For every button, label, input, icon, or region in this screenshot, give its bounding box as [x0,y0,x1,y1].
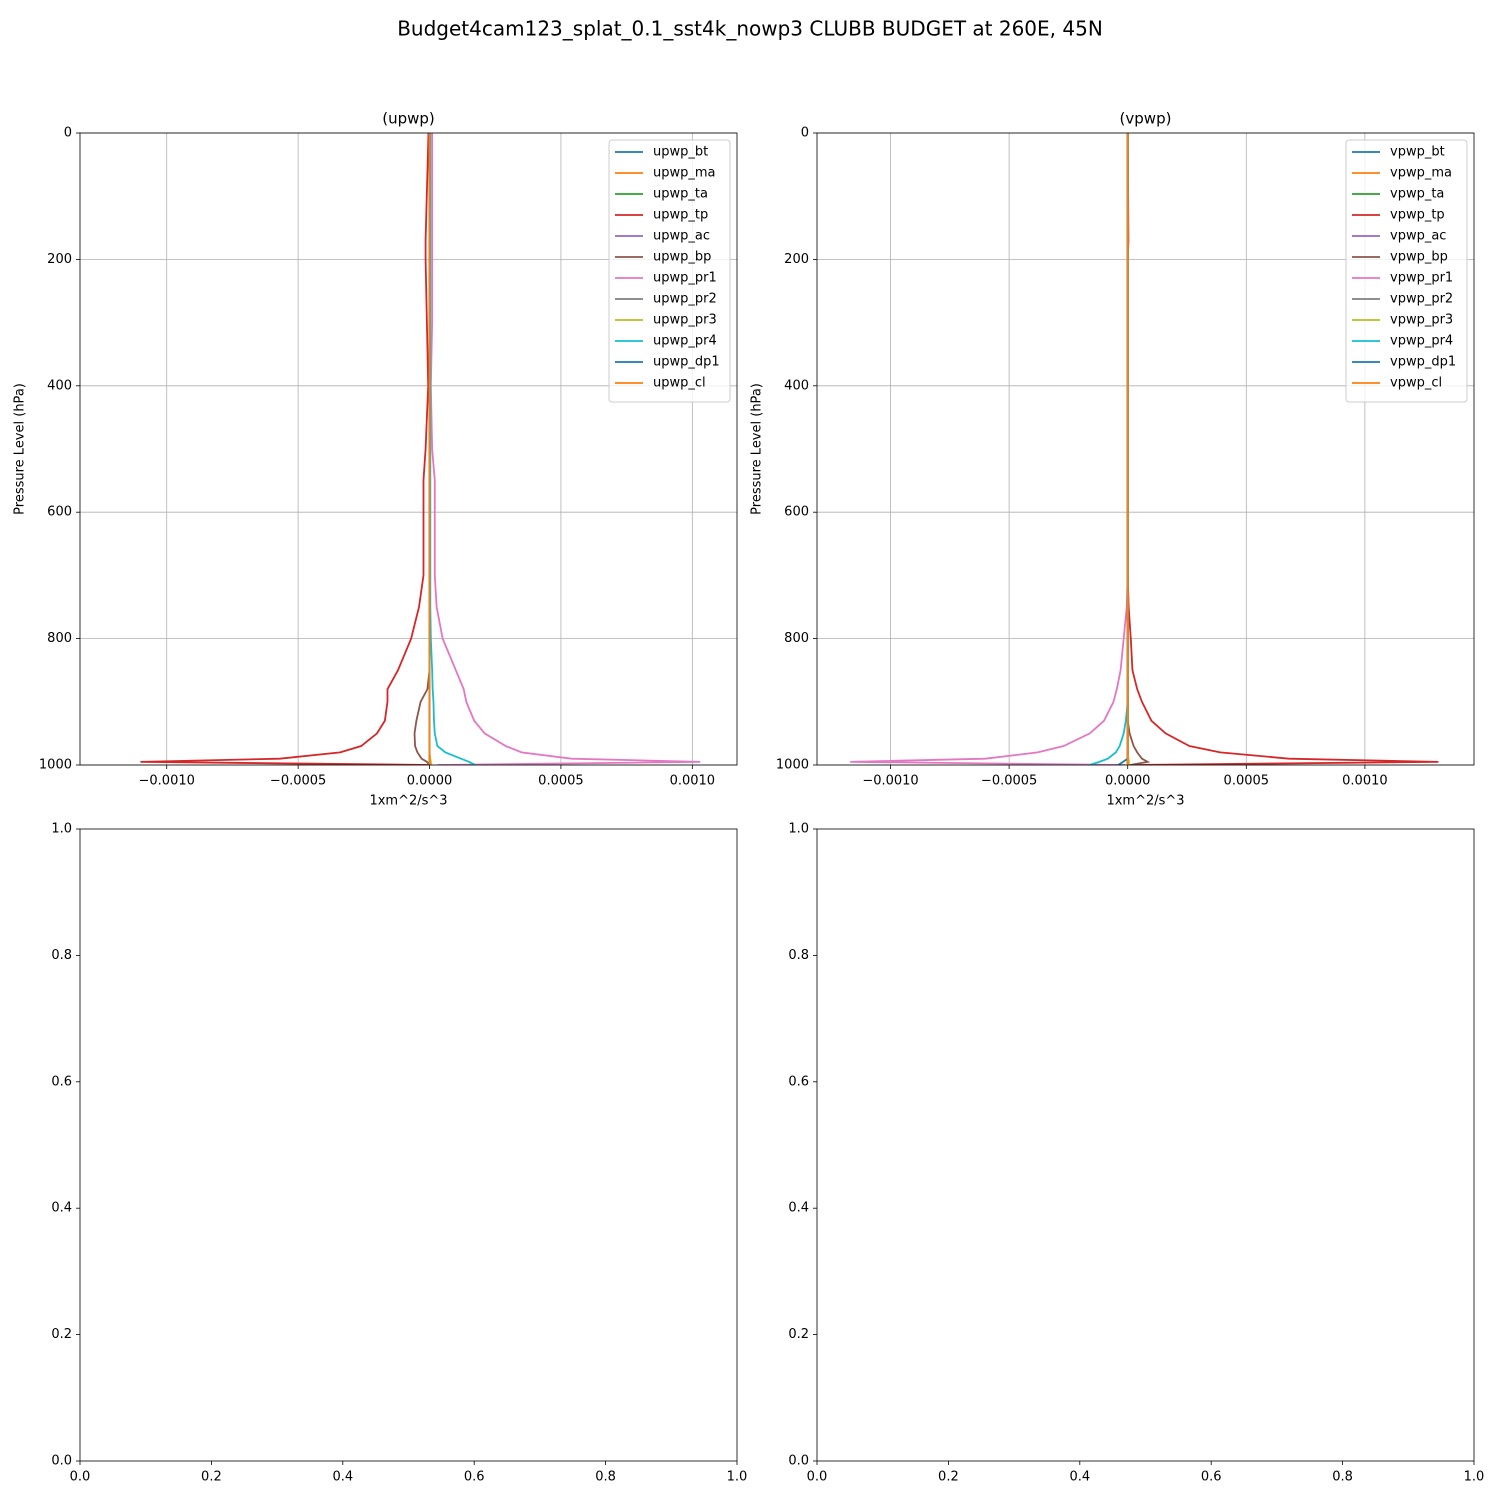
x-tick-label: 0.0005 [538,774,584,789]
legend-label: vpwp_pr1 [1390,271,1453,286]
x-tick-label: 0.2 [201,1470,222,1485]
x-tick-label: 0.6 [1201,1470,1222,1485]
x-tick-label: 0.2 [938,1470,959,1485]
y-tick-label: 0.4 [51,1201,72,1216]
axes-frame [79,828,738,1462]
legend-label: upwp_dp1 [653,355,720,370]
x-axis-label: 1xm^2/s^3 [1106,794,1184,809]
y-tick-label: 0.4 [788,1201,809,1216]
legend-label: upwp_bt [653,145,708,160]
legend-label: vpwp_pr2 [1390,292,1453,307]
legend-label: vpwp_pr3 [1390,313,1453,328]
x-tick-label: 0.0 [70,1470,91,1485]
y-tick-label: 1.0 [51,822,72,837]
legend-label: vpwp_cl [1390,376,1442,391]
x-tick-label: 0.4 [1069,1470,1090,1485]
legend-label: upwp_pr4 [653,334,717,349]
legend-label: vpwp_pr4 [1390,334,1453,349]
y-tick-label: 0.6 [51,1074,72,1089]
plot-lines [140,133,701,765]
axes-frame [79,132,738,766]
axes-frame [816,828,1475,1462]
x-tick-label: 0.8 [1332,1470,1353,1485]
x-tick-label: 0.8 [595,1470,616,1485]
legend-label: vpwp_bt [1390,145,1445,160]
panel: 0.0 0.2 0.4 0.6 0.8 1.0 0.0 0.2 0.4 0.6 0.8 1.0 [51,822,747,1485]
legend-label: upwp_ma [653,166,716,181]
y-tick-label: 1.0 [788,822,809,837]
x-tick-label: 0.6 [464,1470,485,1485]
x-tick-label: 1.0 [727,1470,748,1485]
legend: upwp_bt upwp_ma upwp_ta upwp_tp upwp_ac upwp_… [608,139,731,403]
x-tick-label: 0.0005 [1224,774,1270,789]
y-tick-label: 800 [784,631,809,646]
panel: −0.0010 −0.0005 0.0000 0.0005 0.0010 0 200 400 6… [750,110,1475,809]
x-tick-label: 0.0000 [1105,774,1151,789]
x-tick-label: 0.0010 [1342,774,1388,789]
y-tick-label: 0.8 [788,948,809,963]
x-tick-label: −0.0005 [981,774,1037,789]
axes-frame [816,132,1475,766]
y-tick-label: 200 [784,252,809,267]
legend-label: vpwp_ma [1390,166,1452,181]
panel: 0.0 0.2 0.4 0.6 0.8 1.0 0.0 0.2 0.4 0.6 0.8 1.0 [788,822,1484,1485]
y-tick-label: 0 [64,126,72,141]
x-tick-label: −0.0010 [862,774,918,789]
y-tick-label: 600 [47,505,72,520]
x-tick-label: −0.0010 [139,774,195,789]
panel: −0.0010 −0.0005 0.0000 0.0005 0.0010 0 200 400 6… [13,110,738,809]
series-line [429,133,701,765]
y-tick-label: 600 [784,505,809,520]
legend-label: upwp_tp [653,208,708,223]
y-tick-label: 0.0 [51,1454,72,1469]
y-tick-label: 1000 [776,758,809,773]
y-axis-label: Pressure Level (hPa) [750,383,765,515]
legend-label: upwp_pr2 [653,292,717,307]
legend-label: upwp_pr3 [653,313,717,328]
x-tick-label: 0.4 [332,1470,353,1485]
legend-label: upwp_pr1 [653,271,717,286]
legend-label: vpwp_bp [1390,250,1448,265]
legend-label: upwp_ta [653,187,708,202]
y-tick-label: 0.6 [788,1074,809,1089]
y-tick-label: 0.2 [788,1327,809,1342]
x-tick-label: 1.0 [1464,1470,1485,1485]
legend: vpwp_bt vpwp_ma vpwp_ta vpwp_tp vpwp_ac vpwp_… [1345,139,1468,403]
y-tick-label: 0.0 [788,1454,809,1469]
x-tick-label: 0.0 [807,1470,828,1485]
y-tick-label: 800 [47,631,72,646]
legend-box [1345,139,1468,403]
panel-title: (vpwp) [1120,110,1172,128]
y-axis-label: Pressure Level (hPa) [13,383,28,515]
y-tick-label: 400 [47,378,72,393]
y-tick-label: 0.2 [51,1327,72,1342]
y-tick-label: 200 [47,252,72,267]
y-tick-label: 0 [801,126,809,141]
x-tick-label: −0.0005 [270,774,326,789]
legend-label: vpwp_ac [1390,229,1446,244]
legend-box [608,139,731,403]
y-tick-label: 400 [784,378,809,393]
plot-lines [850,133,1439,765]
x-axis-label: 1xm^2/s^3 [369,794,447,809]
legend-label: vpwp_tp [1390,208,1445,223]
legend-label: vpwp_dp1 [1390,355,1456,370]
x-tick-label: 0.0000 [407,774,453,789]
panel-title: (upwp) [382,110,435,128]
series-line [140,133,433,765]
x-tick-label: 0.0010 [670,774,716,789]
figure-title: Budget4cam123_splat_0.1_sst4k_nowp3 CLUB… [397,17,1103,41]
y-tick-label: 0.8 [51,948,72,963]
legend-label: upwp_cl [653,376,706,391]
legend-label: upwp_ac [653,229,710,244]
legend-label: upwp_bp [653,250,711,265]
legend-label: vpwp_ta [1390,187,1444,202]
y-tick-label: 1000 [39,758,72,773]
